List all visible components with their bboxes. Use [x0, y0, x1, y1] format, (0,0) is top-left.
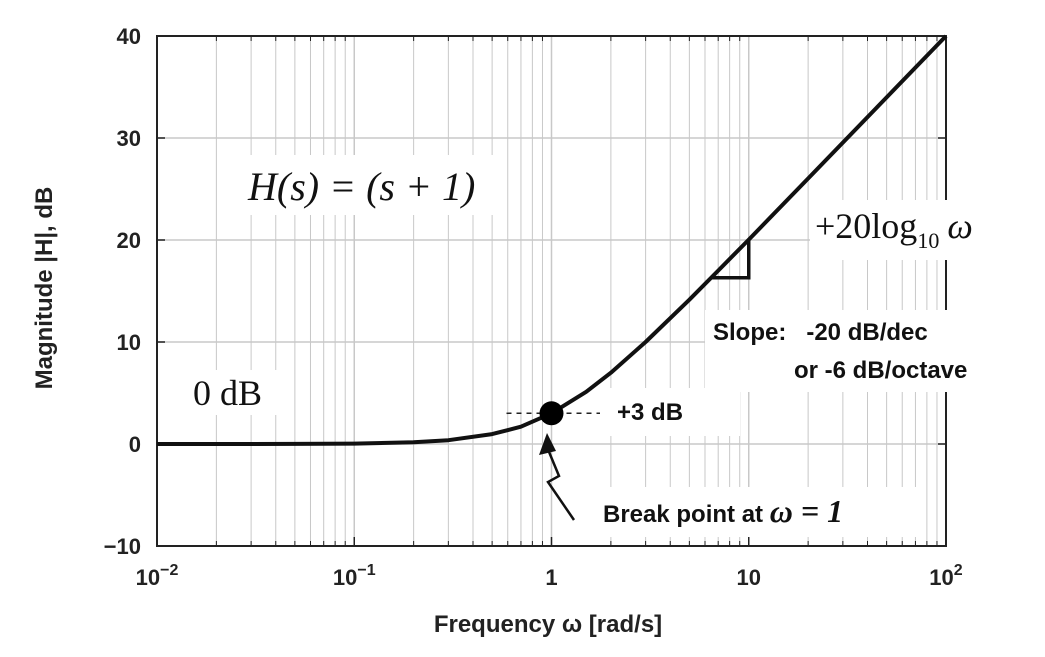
tick-marks — [156, 35, 947, 547]
break-point-arrow — [545, 446, 576, 521]
x-tick-label: 102 — [929, 562, 962, 590]
slope-label-line1: Slope: -20 dB/dec — [713, 319, 928, 346]
tf-label-background — [240, 155, 505, 215]
break-point-text: Break point at — [603, 501, 770, 528]
y-tick-labels: −10 0 10 20 30 40 — [104, 24, 141, 559]
y-tick-label: 30 — [117, 126, 141, 151]
break-point-arrowhead — [539, 433, 556, 455]
asymptote-label-background — [810, 200, 1010, 260]
x-tick-base: 10 — [737, 565, 761, 590]
x-tick-exponent: −1 — [357, 562, 375, 579]
zero-db-label: 0 dB — [193, 373, 262, 413]
x-tick-label: 10−1 — [333, 562, 376, 590]
slope-triangle-marker — [711, 240, 751, 280]
y-axis-label: Magnitude |H|, dB — [31, 187, 58, 390]
asymptote-subscript: 10 — [917, 228, 939, 253]
x-tick-labels: 10−2 10−1 1 10 102 — [136, 562, 963, 590]
y-tick-label: −10 — [104, 534, 141, 559]
plus3-db-label: +3 dB — [617, 399, 683, 426]
asymptote-label: +20log10 ω — [815, 206, 973, 253]
break-point-math: ω = 1 — [770, 493, 843, 529]
x-tick-base: 10 — [929, 565, 953, 590]
magnitude-curve — [157, 34, 948, 446]
y-tick-label: 20 — [117, 228, 141, 253]
x-tick-base: 10 — [333, 565, 357, 590]
break-point-label: Break point at ω = 1 — [603, 493, 843, 529]
break-label-background — [595, 487, 925, 537]
plus3-label-background — [600, 388, 740, 436]
asymptote-main: +20log — [815, 206, 917, 246]
x-tick-label: 10 — [737, 565, 761, 590]
asymptote-variable: ω — [947, 206, 972, 246]
x-tick-label: 10−2 — [136, 562, 179, 590]
slope-label-background — [705, 310, 1035, 392]
y-tick-label: 0 — [129, 432, 141, 457]
x-tick-base: 10 — [136, 565, 160, 590]
x-tick-label: 1 — [545, 565, 557, 590]
x-tick-exponent: −2 — [160, 562, 178, 579]
transfer-function-label: H(s) = (s + 1) — [247, 164, 475, 209]
x-tick-exponent: 2 — [954, 562, 963, 579]
x-axis-label: Frequency ω [rad/s] — [434, 611, 662, 638]
y-tick-label: 40 — [117, 24, 141, 49]
break-point-marker — [539, 401, 564, 426]
zero-db-label-background — [185, 370, 280, 415]
x-tick-base: 1 — [545, 565, 557, 590]
slope-label-line2: or -6 dB/octave — [794, 357, 967, 384]
y-tick-label: 10 — [117, 330, 141, 355]
